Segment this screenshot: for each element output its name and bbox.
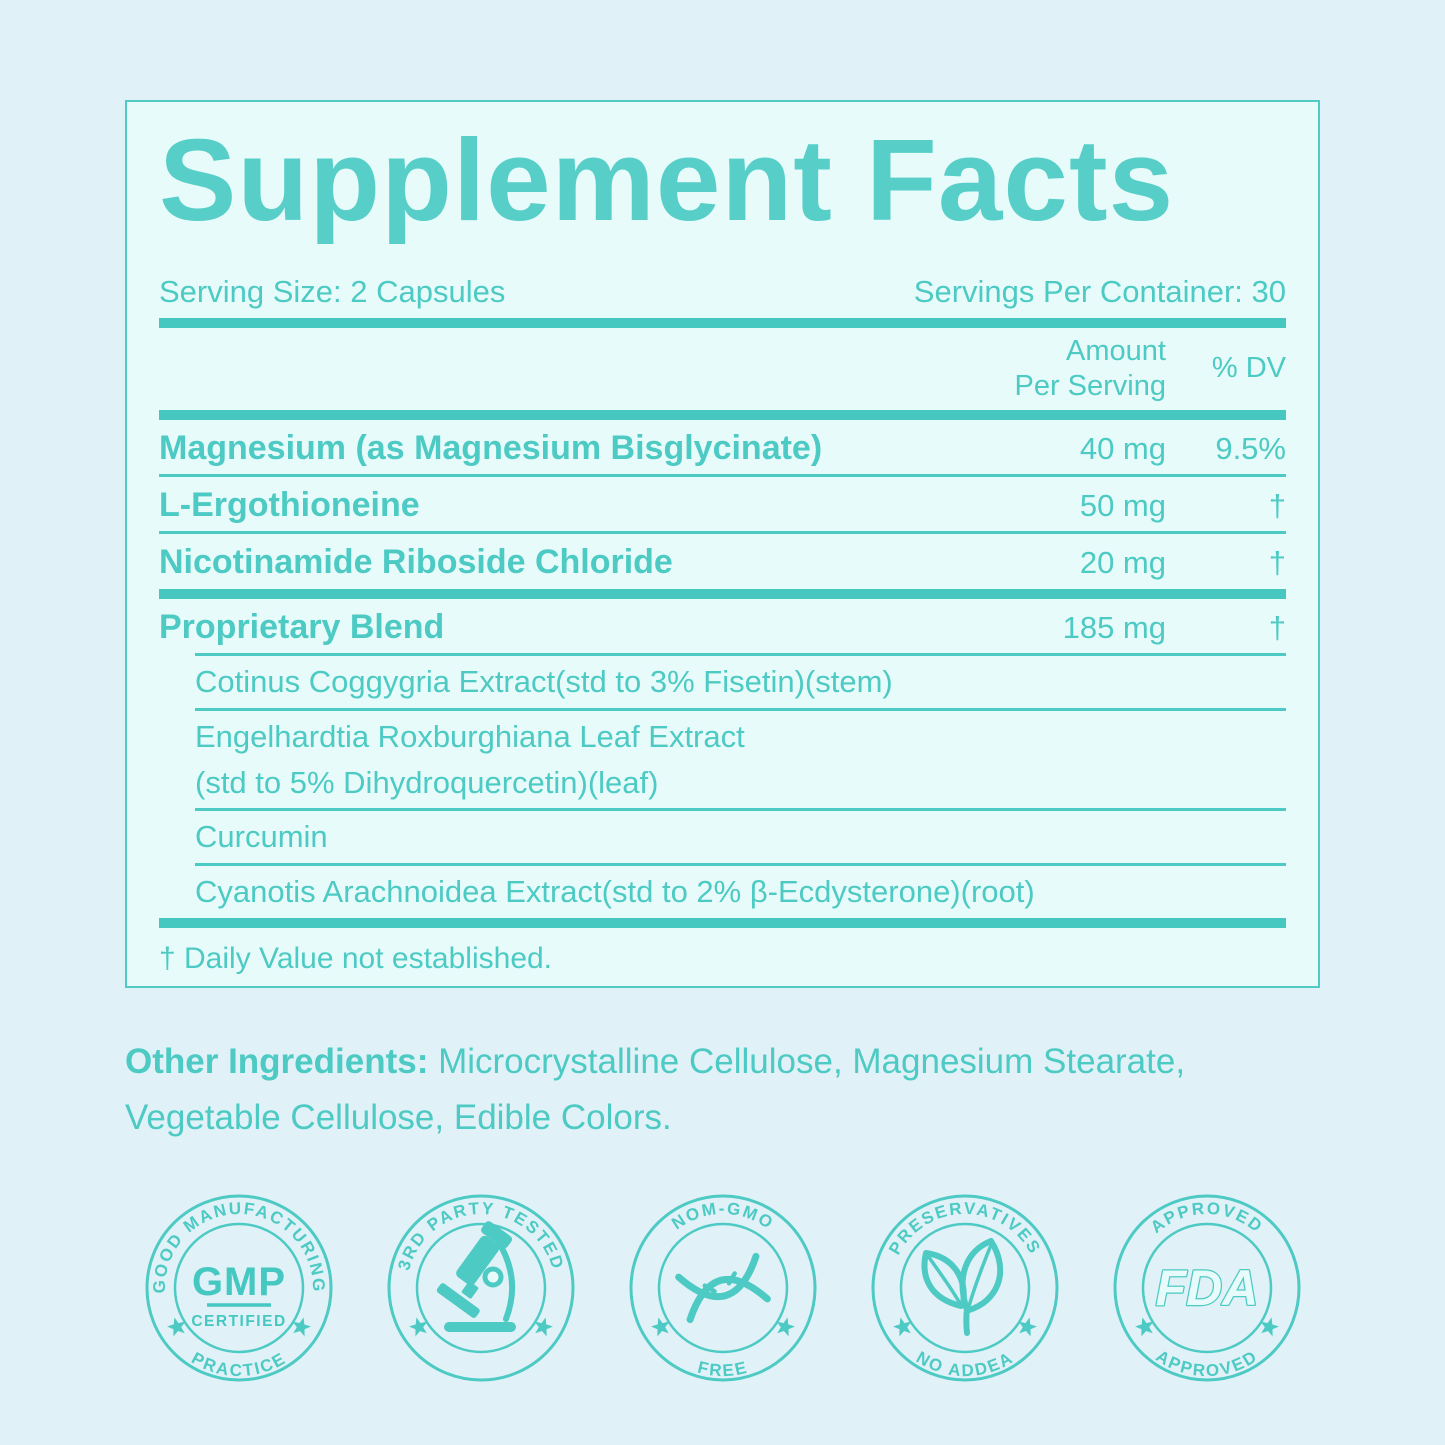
ingredient-name: Magnesium (as Magnesium Bisglycinate): [159, 429, 823, 468]
badge-fda-approved: APPROVED APPROVED FDA: [1112, 1193, 1302, 1383]
ingredient-dv: 9.5%: [1215, 431, 1286, 467]
blend-row: Proprietary Blend 185 mg †: [159, 599, 1286, 653]
badge-gmo-free: NOM-GMO FREE: [628, 1193, 818, 1383]
blend-dv: †: [1268, 609, 1286, 645]
badge-inner-ring: [1141, 1222, 1272, 1354]
badge-gmp-certified: GOOD MANUFACTURING PRACTICE GMP CERTIFIE…: [144, 1193, 334, 1383]
certification-badges: GOOD MANUFACTURING PRACTICE GMP CERTIFIE…: [0, 1193, 1445, 1383]
dv-footnote: † Daily Value not established.: [159, 942, 553, 976]
leaf-icon: [921, 1238, 1003, 1336]
serving-size: Serving Size: 2 Capsules: [159, 273, 506, 309]
badge-outer-ring: [871, 1194, 1058, 1382]
badge-3rd-party-tested: 3RD PARTY TESTED: [386, 1193, 576, 1383]
gmp-seal-icon: GOOD MANUFACTURING PRACTICE GMP CERTIFIE…: [145, 1194, 332, 1382]
star-icon: [166, 1317, 185, 1337]
blend-amount: 185 mg: [1062, 609, 1166, 645]
sub-ingredient-row: Engelhardtia Roxburghiana Leaf Extract (…: [195, 711, 1286, 812]
other-ingredients-label: Other Ingredients:: [125, 1042, 429, 1081]
badge-inner-ring: [657, 1222, 788, 1354]
star-icon: [892, 1317, 911, 1337]
sub-ingredient-row: Cyanotis Arachnoidea Extract(std to 2% β…: [195, 874, 1035, 910]
svg-text:FREE: FREE: [695, 1358, 749, 1381]
star-icon: [776, 1317, 795, 1337]
microscope-icon: [436, 1221, 516, 1332]
page-title: Supplement Facts: [159, 115, 1175, 245]
ingredient-amount: 50 mg: [1079, 488, 1166, 524]
star-icon: [1018, 1317, 1037, 1337]
star-icon: [534, 1317, 553, 1337]
gmp-text: GMP: [191, 1260, 285, 1304]
svg-text:PRESERVATIVES: PRESERVATIVES: [885, 1199, 1045, 1258]
badge-outer-ring: [1113, 1194, 1300, 1382]
badge-inner-ring: [899, 1222, 1030, 1354]
ingredient-amount: 20 mg: [1079, 545, 1166, 581]
star-icon: [1134, 1317, 1153, 1337]
sub-ingredient-row: Curcumin: [195, 811, 1286, 867]
dna-icon: [674, 1252, 771, 1324]
star-icon: [1260, 1317, 1279, 1337]
certified-text: CERTIFIED: [191, 1313, 286, 1330]
other-ingredients: Other Ingredients: Microcrystalline Cell…: [125, 1034, 1343, 1146]
ingredient-name: Nicotinamide Riboside Chloride: [159, 543, 673, 582]
thick-divider: [159, 317, 1286, 328]
fda-logo: FDA: [1155, 1260, 1258, 1316]
table-row: Magnesium (as Magnesium Bisglycinate) 40…: [159, 420, 1286, 478]
star-icon: [650, 1317, 669, 1337]
other-ingredients-text: Microcrystalline Cellulose, Magnesium St…: [125, 1042, 1186, 1137]
blend-sub-ingredients: Cotinus Coggygria Extract(std to 3% Fise…: [195, 652, 1286, 919]
dv-header: % DV: [1211, 352, 1286, 385]
badge-inner-ring: [415, 1222, 546, 1354]
thick-divider: [159, 918, 1286, 929]
badge-inner-ring: [173, 1222, 304, 1354]
amount-per-serving-header: Amount Per Serving: [1014, 334, 1166, 402]
ingredient-amount: 40 mg: [1079, 431, 1166, 467]
thick-divider: [159, 588, 1286, 599]
thick-divider: [159, 410, 1286, 421]
ingredient-dv: †: [1268, 488, 1286, 524]
badge-no-preservatives: PRESERVATIVES NO ADDEA: [870, 1193, 1060, 1383]
table-row: Nicotinamide Riboside Chloride 20 mg †: [159, 534, 1286, 588]
star-icon: [292, 1317, 311, 1337]
blend-name: Proprietary Blend: [159, 607, 445, 646]
serving-row: Serving Size: 2 Capsules Servings Per Co…: [159, 274, 1286, 310]
supplement-facts-panel: Supplement Facts Serving Size: 2 Capsule…: [125, 100, 1320, 988]
badge-outer-ring: [387, 1194, 574, 1382]
table-header: Amount Per Serving % DV: [159, 328, 1286, 411]
sub-ingredient-row: Cotinus Coggygria Extract(std to 3% Fise…: [195, 656, 1286, 711]
servings-per-container: Servings Per Container: 30: [913, 273, 1286, 309]
badge-outer-ring: [629, 1194, 816, 1382]
table-row: L-Ergothioneine 50 mg †: [159, 477, 1286, 535]
ingredient-dv: †: [1268, 545, 1286, 581]
ingredient-name: L-Ergothioneine: [159, 486, 420, 525]
badge-outer-ring: [145, 1194, 332, 1382]
star-icon: [408, 1317, 427, 1337]
svg-text:APPROVED: APPROVED: [1146, 1199, 1266, 1237]
